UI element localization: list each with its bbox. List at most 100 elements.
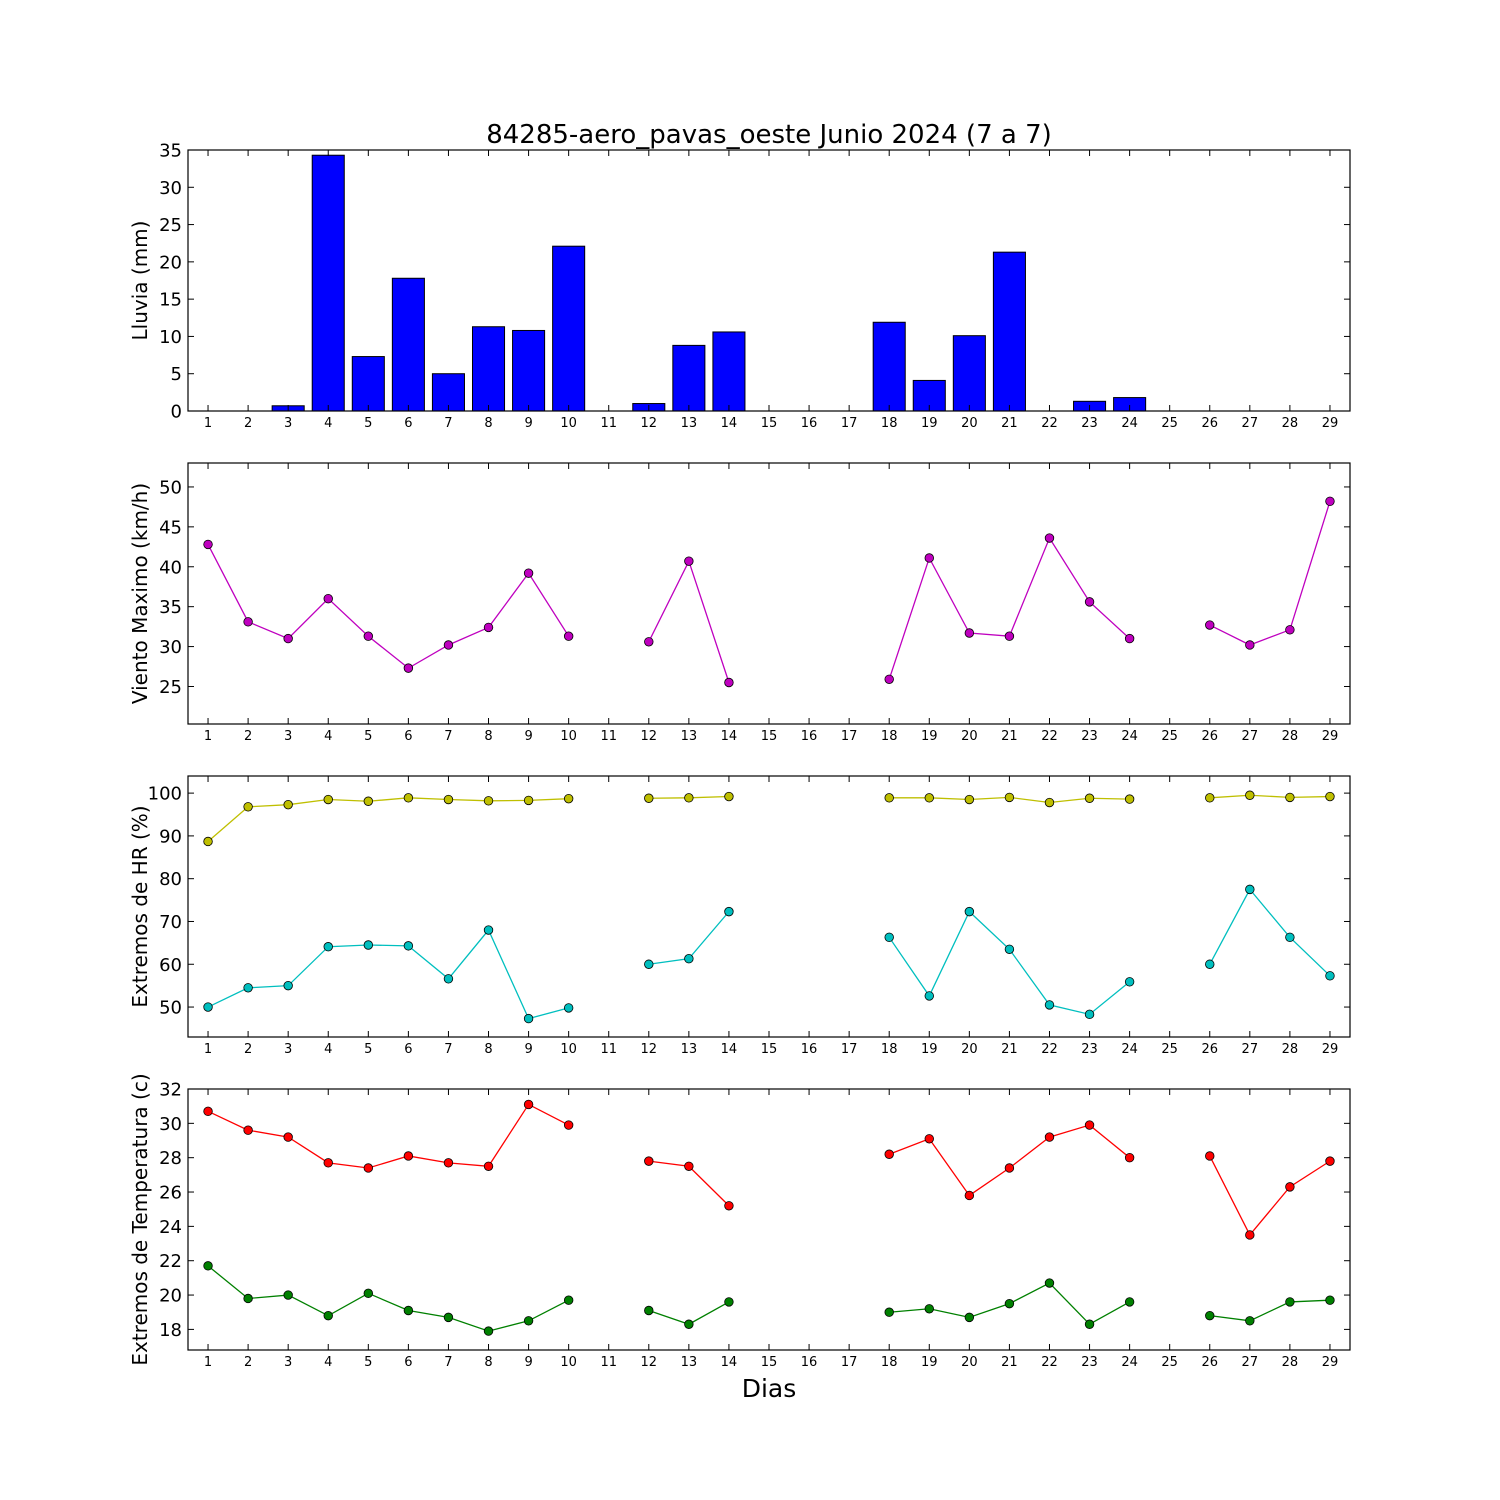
- series-line: [1209, 1299, 1330, 1322]
- data-point: [1285, 1297, 1295, 1307]
- data-point: [403, 1151, 414, 1161]
- data-point: [1084, 793, 1095, 803]
- x-tick-label: 17: [841, 416, 858, 431]
- y-tick-label: 45: [159, 517, 182, 538]
- data-point: [523, 1099, 534, 1110]
- data-point: [644, 1156, 654, 1166]
- data-point: [483, 1326, 494, 1336]
- x-tick-label: 21: [1001, 1355, 1018, 1370]
- data-point: [443, 640, 454, 650]
- x-tick-label: 22: [1041, 416, 1058, 431]
- data-point: [684, 1319, 694, 1329]
- data-point: [523, 1013, 534, 1024]
- y-tick-label: 24: [159, 1217, 182, 1238]
- x-tick-label: 5: [364, 416, 372, 431]
- x-tick-label: 14: [721, 1042, 738, 1057]
- x-tick-label: 5: [364, 1355, 372, 1370]
- data-point: [523, 1316, 534, 1326]
- x-tick-label: 13: [681, 416, 698, 431]
- data-point: [483, 1161, 494, 1171]
- y-tick-label: 60: [159, 955, 182, 976]
- data-point: [964, 628, 975, 638]
- x-tick-label: 12: [641, 729, 658, 744]
- data-point: [363, 1163, 374, 1173]
- x-tick-label: 8: [484, 729, 492, 744]
- series-line: [207, 1103, 569, 1169]
- data-point: [1004, 631, 1015, 641]
- data-point: [283, 799, 293, 810]
- y-tick-label: 25: [159, 677, 182, 698]
- x-tick-label: 8: [484, 416, 492, 431]
- x-tick-label: 4: [324, 1042, 332, 1057]
- data-point: [684, 556, 694, 566]
- x-tick-label: 29: [1322, 729, 1339, 744]
- x-tick-label: 26: [1201, 416, 1218, 431]
- data-point: [1084, 1319, 1095, 1329]
- x-tick-label: 18: [881, 1355, 898, 1370]
- x-tick-label: 7: [444, 416, 452, 431]
- series-line: [1209, 888, 1331, 977]
- y-tick-label: 30: [159, 1114, 182, 1135]
- y-tick-label: 25: [159, 215, 182, 236]
- x-tick-label: 22: [1041, 729, 1058, 744]
- y-tick-label: 18: [159, 1320, 182, 1341]
- data-point: [323, 942, 333, 952]
- x-tick-label: 7: [444, 1042, 452, 1057]
- x-tick-label: 27: [1242, 729, 1259, 744]
- data-point: [283, 1290, 293, 1300]
- data-point: [403, 663, 414, 673]
- x-tick-label: 23: [1081, 1355, 1098, 1370]
- x-tick-label: 21: [1001, 416, 1018, 431]
- data-point: [523, 795, 534, 806]
- data-point: [1044, 797, 1055, 808]
- x-tick-label: 24: [1121, 1355, 1138, 1370]
- data-point: [924, 793, 934, 803]
- data-point: [1205, 1151, 1215, 1161]
- x-tick-label: 24: [1121, 729, 1138, 744]
- y-tick-label: 28: [159, 1148, 182, 1169]
- x-tick-label: 16: [801, 1355, 818, 1370]
- y-axis-label: Extremos de Temperatura (c): [128, 1073, 152, 1365]
- data-point: [1124, 794, 1135, 804]
- data-point: [363, 1288, 374, 1299]
- x-tick-label: 24: [1121, 416, 1138, 431]
- x-tick-label: 11: [600, 1355, 617, 1370]
- x-tick-label: 23: [1081, 1042, 1098, 1057]
- data-point: [684, 954, 694, 964]
- x-tick-label: 13: [681, 1355, 698, 1370]
- x-tick-label: 1: [204, 729, 212, 744]
- data-point: [1044, 533, 1055, 543]
- data-point: [644, 959, 654, 969]
- x-tick-label: 25: [1161, 1355, 1178, 1370]
- x-tick-label: 20: [961, 729, 978, 744]
- x-tick-label: 4: [324, 729, 332, 744]
- data-point: [1004, 1298, 1015, 1309]
- data-point: [1044, 1278, 1055, 1288]
- x-tick-label: 20: [961, 1042, 978, 1057]
- y-tick-label: 0: [171, 402, 182, 423]
- x-tick-label: 5: [364, 1042, 372, 1057]
- data-point: [1325, 791, 1335, 802]
- data-point: [644, 637, 654, 647]
- x-tick-label: 25: [1161, 729, 1178, 744]
- data-point: [563, 631, 574, 641]
- x-tick-label: 10: [560, 1042, 577, 1057]
- x-tick-label: 26: [1201, 1355, 1218, 1370]
- data-point: [1325, 971, 1335, 981]
- data-point: [724, 1297, 734, 1307]
- data-point: [884, 932, 894, 943]
- y-tick-label: 30: [159, 637, 182, 658]
- y-tick-label: 35: [159, 597, 182, 618]
- data-point: [1325, 1295, 1335, 1305]
- rain-bar: [712, 331, 746, 412]
- data-point: [1285, 1182, 1295, 1192]
- data-point: [1004, 944, 1015, 954]
- y-tick-label: 20: [159, 252, 182, 273]
- y-tick-label: 10: [159, 327, 182, 348]
- x-tick-label: 11: [600, 1042, 617, 1057]
- x-tick-label: 2: [244, 1355, 252, 1370]
- x-tick-label: 12: [641, 1355, 658, 1370]
- data-point: [1084, 1120, 1095, 1130]
